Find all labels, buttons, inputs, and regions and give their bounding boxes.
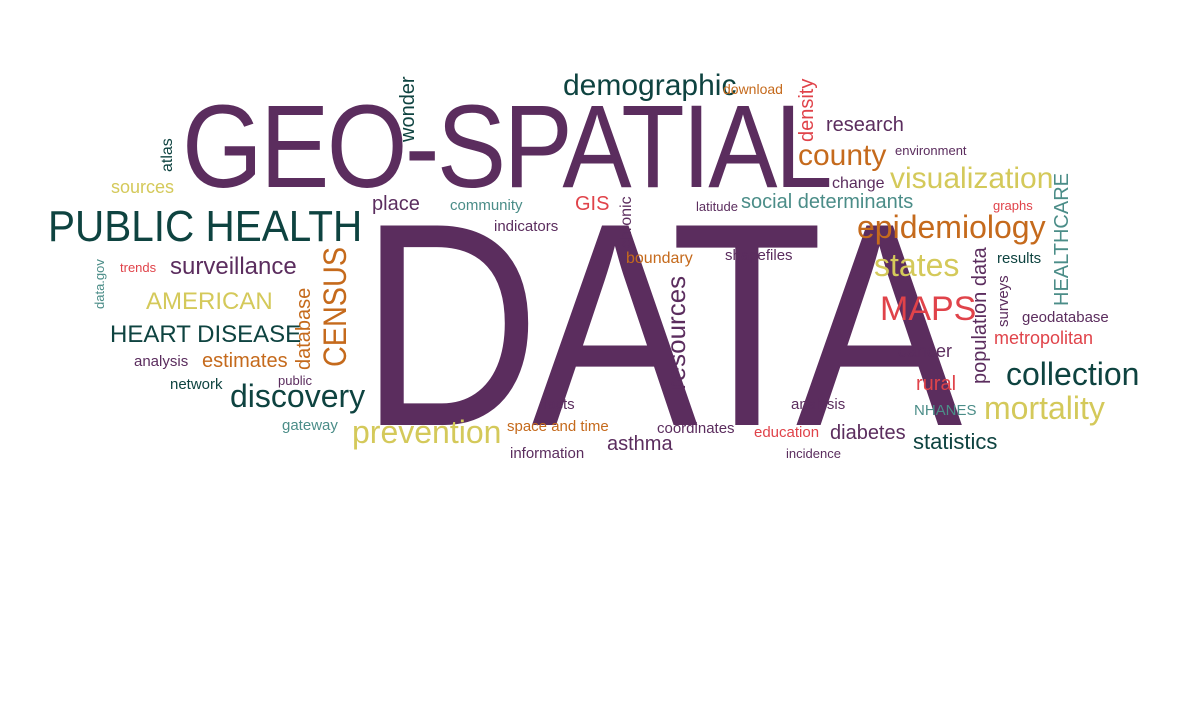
word-download: download	[723, 81, 783, 97]
word-trends: trends	[120, 260, 157, 275]
word-healthcare: HEALTHCARE	[1051, 173, 1073, 306]
word-public: public	[278, 373, 312, 388]
word-environment: environment	[895, 143, 967, 158]
word-analysis-left: analysis	[134, 353, 189, 370]
word-county: county	[798, 139, 887, 172]
word-cancer: cancer	[898, 341, 953, 361]
word-density: density	[796, 78, 818, 142]
word-demographic: demographic	[563, 69, 737, 102]
word-sources: sources	[111, 177, 175, 197]
word-nhanes: NHANES	[914, 402, 977, 419]
word-chronic: chronic	[618, 196, 635, 248]
word-analysis-right: analysis	[791, 396, 846, 413]
word-graphs: graphs	[993, 198, 1033, 213]
word-rural: rural	[916, 373, 957, 395]
word-research: research	[826, 114, 904, 136]
word-discovery: discovery	[230, 378, 366, 414]
word-metropolitan: metropolitan	[994, 328, 1094, 348]
word-heart-disease: HEART DISEASE	[110, 321, 302, 348]
word-results: results	[997, 250, 1042, 267]
word-diabetes: diabetes	[830, 422, 906, 444]
word-public-health: PUBLIC HEALTH	[48, 202, 363, 251]
word-boundary: boundary	[626, 250, 693, 267]
word-census: CENSUS	[317, 246, 353, 367]
word-collection: collection	[1006, 356, 1140, 392]
word-geo-spatial: GEO-SPATIAL	[182, 81, 833, 213]
word-change: change	[832, 175, 885, 192]
word-geodatabase: geodatabase	[1022, 309, 1109, 326]
word-mortality: mortality	[984, 390, 1105, 426]
word-atlas: atlas	[159, 138, 176, 172]
word-place: place	[372, 193, 420, 215]
word-coordinates: coordinates	[657, 420, 735, 437]
word-latitude: latitude	[696, 199, 738, 214]
word-network: network	[170, 376, 223, 393]
word-surveys: surveys	[995, 275, 1012, 327]
word-indicators: indicators	[494, 218, 559, 235]
word-estimates: estimates	[202, 350, 288, 372]
word-data-gov: data.gov	[92, 259, 107, 309]
word-information: information	[510, 445, 585, 462]
word-states: states	[874, 247, 960, 283]
word-asthma: asthma	[607, 433, 673, 455]
word-american: AMERICAN	[146, 288, 273, 315]
word-incidence: incidence	[786, 446, 841, 461]
word-epidemiology: epidemiology	[857, 209, 1046, 245]
word-community: community	[450, 197, 523, 214]
word-gateway: gateway	[282, 417, 338, 434]
word-space-and-time: space and time	[507, 418, 609, 435]
word-wonder: wonder	[397, 76, 419, 142]
word-social-determinants: social determinants	[741, 191, 914, 213]
word-visualization: visualization	[890, 162, 1054, 195]
word-surveillance: surveillance	[170, 253, 297, 280]
word-prevention: prevention	[352, 414, 502, 450]
word-resources: resources	[661, 275, 691, 390]
word-facts: facts	[543, 396, 575, 413]
word-statistics: statistics	[913, 429, 998, 454]
word-shapefiles: shapefiles	[725, 247, 793, 264]
word-education: education	[754, 424, 820, 441]
word-data: DATA	[360, 163, 962, 487]
word-maps: MAPS	[880, 290, 977, 328]
word-gis: GIS	[575, 193, 610, 215]
